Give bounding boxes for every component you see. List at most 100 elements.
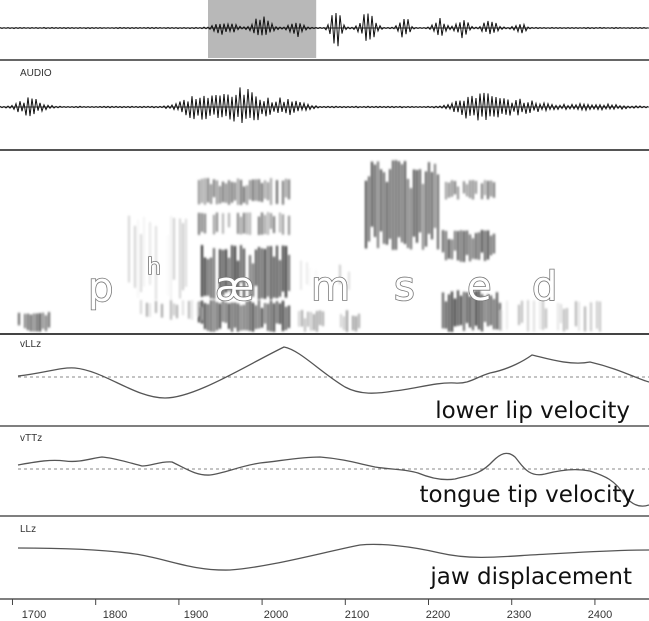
- spectrogram-striation: [128, 215, 130, 283]
- tongue-tip-caption: tongue tip velocity: [419, 482, 635, 508]
- spectrogram-striation: [368, 176, 370, 242]
- spectrogram-striation: [198, 212, 200, 235]
- spectrogram-striation: [481, 294, 483, 332]
- spectrogram-striation: [448, 182, 450, 198]
- spectrogram-striation: [490, 180, 492, 197]
- spectrogram-striation: [201, 245, 203, 297]
- lower-lip-label: vLLz: [20, 339, 41, 350]
- jaw-caption: jaw displacement: [429, 564, 632, 590]
- spectrogram-striation: [460, 230, 462, 262]
- spectrogram-striation: [401, 164, 403, 243]
- overview-waveform: [0, 12, 649, 47]
- spectrogram-striation: [264, 180, 266, 199]
- spectrogram-striation: [496, 292, 498, 330]
- spectrogram-striation: [267, 212, 269, 235]
- spectrogram-striation: [472, 238, 474, 259]
- spectrogram-striation: [490, 235, 492, 256]
- spectrogram-striation: [413, 169, 415, 237]
- spectrogram-panel: p h æ m s e d: [0, 153, 649, 335]
- spectrogram-striation: [213, 300, 215, 332]
- spectrogram-striation: [170, 216, 172, 300]
- spectrogram-striation: [48, 312, 50, 328]
- spectrogram-striation: [463, 291, 465, 331]
- spectrogram-striation: [282, 180, 284, 205]
- spectrogram-striation: [358, 313, 360, 329]
- spectrogram-striation: [264, 248, 266, 299]
- audio-label: AUDIO: [20, 68, 52, 79]
- spectrogram-striation: [207, 178, 209, 203]
- audio-waveform: [0, 87, 649, 124]
- spectrogram-striation: [258, 216, 260, 235]
- spectrogram-striation: [252, 263, 254, 297]
- spectrogram-striation: [493, 233, 495, 254]
- spectrogram-striation: [222, 249, 224, 296]
- spectrogram-striation: [445, 301, 447, 329]
- spectrogram-striation: [279, 212, 281, 233]
- spectrogram-striation: [428, 162, 430, 234]
- spectrogram-striation: [255, 249, 257, 286]
- spectrogram-striation: [240, 305, 242, 331]
- spectrogram-striation: [225, 249, 227, 293]
- spectrogram-striation: [457, 231, 459, 261]
- spectrogram-striation: [252, 179, 254, 201]
- spectrogram-striation: [448, 294, 450, 332]
- spectrogram-striation: [222, 213, 224, 234]
- spectrogram-striation: [216, 212, 218, 232]
- lower-lip-trace: [17, 346, 649, 399]
- spectrogram-striation: [243, 248, 245, 300]
- spectrogram-striation: [484, 230, 486, 261]
- spectrogram-striation: [137, 219, 139, 299]
- spectrogram-striation: [487, 294, 489, 327]
- spectrogram-striation: [201, 178, 203, 203]
- spectrogram-striation: [33, 313, 35, 332]
- overview-track[interactable]: [0, 0, 649, 61]
- spectrogram-striation: [533, 300, 535, 332]
- spectrogram-striation: [237, 212, 239, 234]
- spectrogram-striation: [18, 312, 20, 326]
- spectrogram-striation: [243, 212, 245, 234]
- spectrogram-striation: [240, 179, 242, 205]
- phoneme-d: d: [532, 264, 557, 310]
- spectrogram-striation: [466, 184, 468, 197]
- spectrogram-striation: [198, 180, 200, 205]
- spectrogram-striation: [442, 230, 444, 253]
- spectrogram-striation: [228, 303, 230, 329]
- spectrogram-striation: [451, 180, 453, 197]
- spectrogram-striation: [348, 271, 350, 290]
- spectrogram-striation: [228, 257, 230, 291]
- spectrogram-striation: [395, 160, 397, 250]
- spectrogram-striation: [306, 262, 308, 285]
- spectrogram-striation: [469, 296, 471, 328]
- spectrogram-striation: [407, 178, 409, 248]
- spectrogram-striation: [425, 171, 427, 247]
- overview-selection[interactable]: [208, 0, 317, 58]
- spectrogram-striation: [575, 301, 577, 327]
- spectrogram-striation: [463, 181, 465, 194]
- spectrogram-striation: [200, 307, 202, 320]
- spectrogram-striation: [469, 234, 471, 262]
- spectrogram-striation: [500, 310, 502, 331]
- spectrogram-striation: [339, 264, 341, 285]
- spectrogram-striation: [140, 300, 142, 315]
- spectrogram-striation: [267, 246, 269, 297]
- spectrogram-striation: [506, 300, 508, 330]
- spectrogram-striation: [240, 216, 242, 235]
- spectrogram-striation: [258, 179, 260, 202]
- spectrogram-striation: [231, 181, 233, 203]
- phoneme-h: h: [147, 255, 161, 280]
- spectrogram-striation: [315, 269, 317, 288]
- tick-label-1900: 1900: [184, 609, 208, 621]
- spectrogram-striation: [249, 255, 251, 299]
- spectrogram-striation: [279, 260, 281, 297]
- spectrogram-striation: [539, 300, 541, 330]
- spectrogram-striation: [346, 310, 348, 332]
- spectrogram-striation: [173, 303, 175, 316]
- spectrogram-striation: [584, 306, 586, 332]
- tick-label-2400: 2400: [588, 609, 612, 621]
- spectrogram-striation: [422, 183, 424, 250]
- phoneme-e: e: [467, 264, 492, 310]
- spectrogram-striation: [258, 300, 260, 329]
- spectrogram-striation: [451, 239, 453, 260]
- time-axis: 1700 1800 1900 2000 2100 2200 2300 2400: [11, 599, 612, 621]
- spectrogram-striation: [237, 178, 239, 205]
